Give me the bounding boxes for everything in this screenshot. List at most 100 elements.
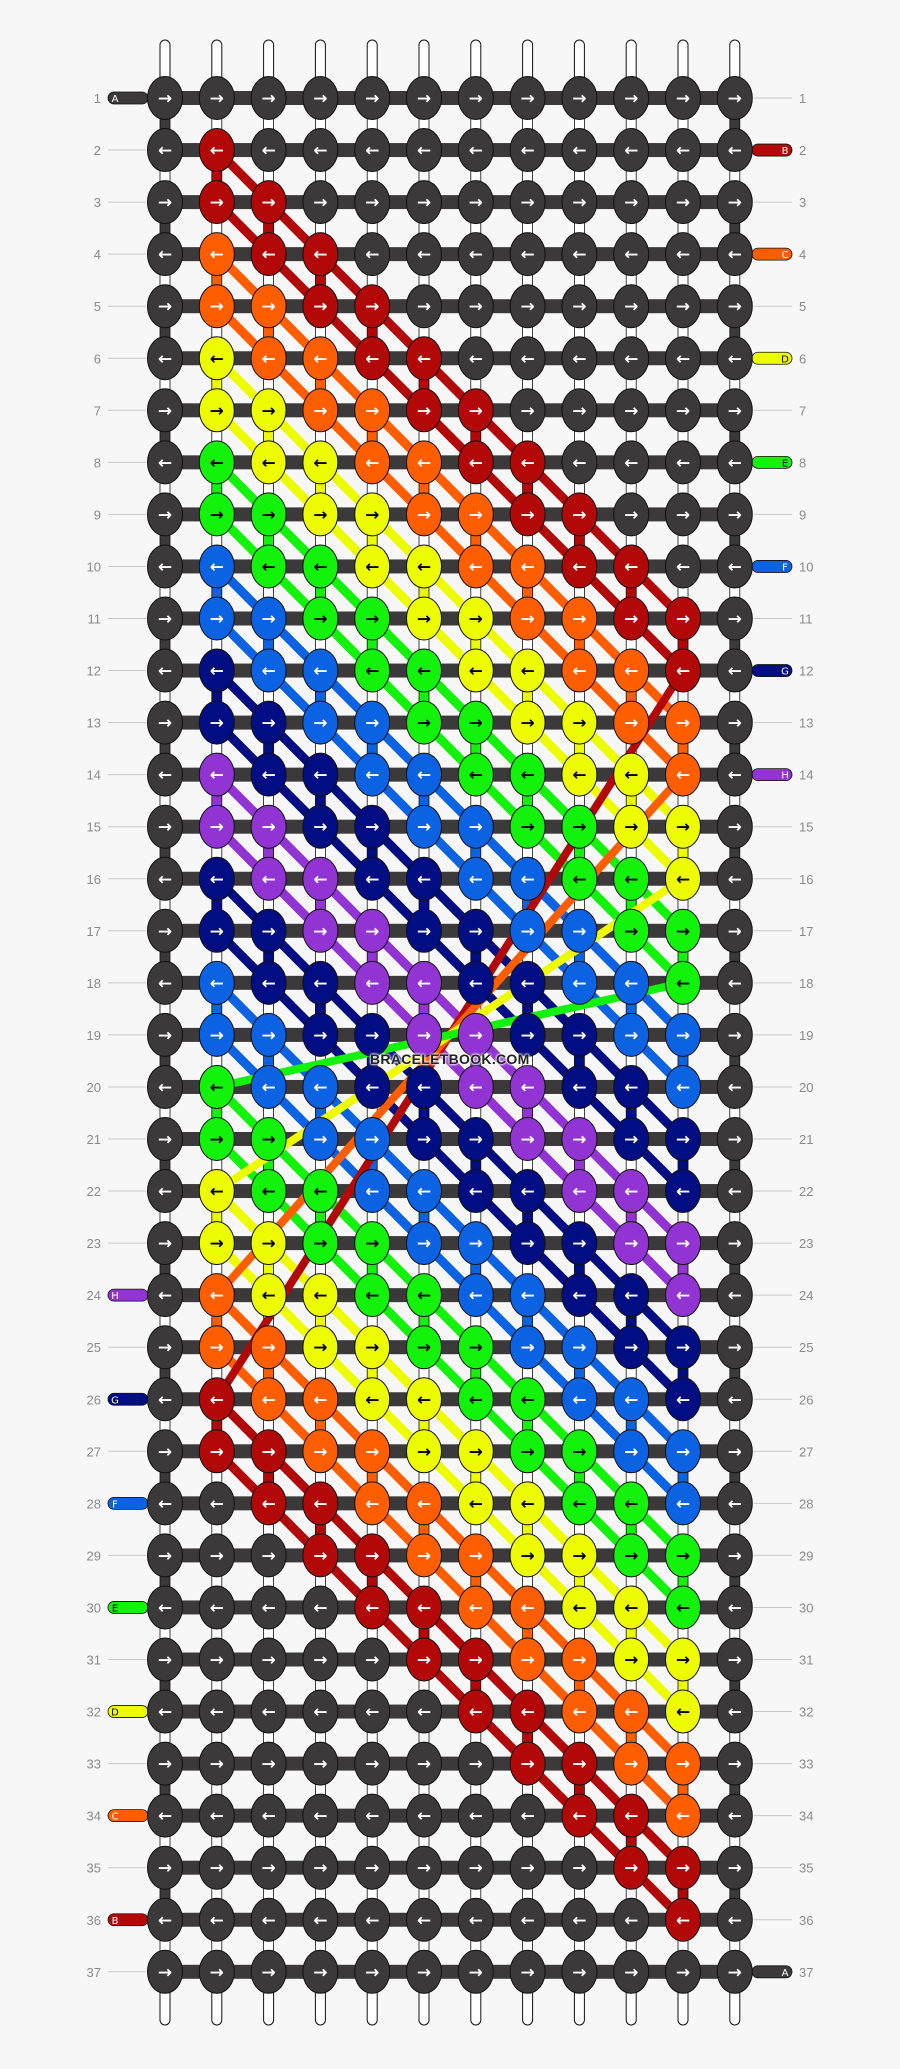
arrow-left-icon: ← — [520, 453, 534, 473]
arrow-left-icon: ← — [261, 1182, 275, 1202]
row-number-right: 12 — [799, 664, 813, 679]
knot — [665, 1481, 701, 1526]
knot — [716, 1169, 753, 1214]
arrow-right-icon: → — [365, 505, 379, 525]
row-number-left: 3 — [94, 195, 101, 210]
arrow-left-icon: ← — [728, 141, 742, 161]
arrow-right-icon: → — [158, 818, 172, 838]
arrow-right-icon: → — [158, 1130, 172, 1150]
knot — [147, 1429, 183, 1474]
arrow-left-icon: ← — [210, 349, 224, 369]
string-label: D — [781, 354, 789, 365]
knot — [354, 1481, 391, 1526]
knot — [509, 1637, 546, 1682]
arrow-left-icon: ← — [365, 1703, 379, 1723]
knot — [613, 804, 650, 849]
knot — [561, 128, 598, 173]
arrow-right-icon: → — [520, 89, 534, 109]
knot — [302, 1793, 339, 1838]
knot — [716, 960, 753, 1005]
arrow-right-icon: → — [158, 1234, 172, 1254]
knot — [147, 388, 183, 433]
string-label: D — [111, 1708, 119, 1719]
arrow-left-icon: ← — [728, 245, 742, 265]
knot — [198, 960, 235, 1005]
knot — [509, 960, 546, 1005]
knot — [198, 76, 235, 120]
arrow-right-icon: → — [365, 1651, 379, 1671]
knot — [613, 1117, 650, 1161]
arrow-right-icon: → — [469, 1546, 483, 1566]
knot — [354, 492, 391, 537]
knot — [354, 336, 391, 381]
string-label: B — [782, 146, 789, 157]
knot — [509, 388, 546, 433]
string-label: E — [112, 1603, 118, 1614]
string-label: G — [781, 667, 789, 678]
arrow-left-icon: ← — [313, 1182, 327, 1202]
knot — [665, 544, 701, 589]
arrow-left-icon: ← — [624, 766, 638, 786]
knot — [716, 908, 753, 953]
knot — [302, 1273, 339, 1318]
knot — [457, 1377, 494, 1422]
arrow-left-icon: ← — [469, 662, 483, 682]
horizontal-bar — [165, 1600, 735, 1615]
row-number-right: 30 — [799, 1600, 813, 1615]
arrow-left-icon: ← — [469, 1494, 483, 1514]
knot — [509, 180, 546, 225]
knot — [665, 1012, 701, 1057]
arrow-left-icon: ← — [365, 766, 379, 786]
arrow-left-icon: ← — [572, 870, 586, 890]
arrow-left-icon: ← — [469, 766, 483, 786]
knot — [716, 492, 753, 537]
horizontal-bar — [165, 1964, 735, 1979]
horizontal-bar — [165, 143, 735, 158]
arrow-left-icon: ← — [261, 1494, 275, 1514]
row-number-right: 26 — [799, 1392, 813, 1407]
arrow-right-icon: → — [728, 1338, 742, 1358]
knot — [457, 648, 494, 693]
arrow-right-icon: → — [261, 1338, 275, 1358]
arrow-right-icon: → — [728, 1859, 742, 1879]
knot — [302, 596, 339, 641]
knot — [509, 1741, 546, 1786]
knot — [457, 1221, 494, 1266]
knot — [354, 1585, 391, 1630]
arrow-left-icon: ← — [728, 1390, 742, 1410]
knot — [716, 1012, 753, 1057]
knot — [509, 1325, 546, 1370]
knot — [457, 492, 494, 537]
arrow-right-icon: → — [158, 1755, 172, 1775]
knot — [716, 1377, 753, 1422]
knot — [613, 648, 650, 693]
knot — [198, 1221, 235, 1266]
row-number-left: 15 — [87, 820, 101, 835]
knot — [147, 1845, 183, 1890]
arrow-left-icon: ← — [365, 245, 379, 265]
knot — [509, 1949, 546, 1994]
knot — [198, 1741, 235, 1786]
knot — [457, 1012, 494, 1057]
arrow-left-icon: ← — [261, 1390, 275, 1410]
arrow-left-icon: ← — [365, 1598, 379, 1618]
arrow-right-icon: → — [261, 1963, 275, 1983]
arrow-left-icon: ← — [210, 453, 224, 473]
arrow-right-icon: → — [417, 714, 431, 734]
arrow-right-icon: → — [520, 1442, 534, 1462]
arrow-right-icon: → — [676, 1651, 690, 1671]
arrow-left-icon: ← — [572, 1703, 586, 1723]
arrow-left-icon: ← — [417, 662, 431, 682]
knot — [457, 1741, 494, 1786]
arrow-left-icon: ← — [572, 557, 586, 577]
knot — [354, 1169, 391, 1214]
knot — [457, 752, 494, 797]
arrow-left-icon: ← — [417, 557, 431, 577]
knot — [250, 388, 287, 433]
arrow-left-icon: ← — [210, 1182, 224, 1202]
knot — [198, 492, 235, 537]
knot — [665, 1689, 701, 1734]
knot — [457, 1429, 494, 1474]
knot — [716, 1117, 753, 1161]
arrow-right-icon: → — [417, 1963, 431, 1983]
